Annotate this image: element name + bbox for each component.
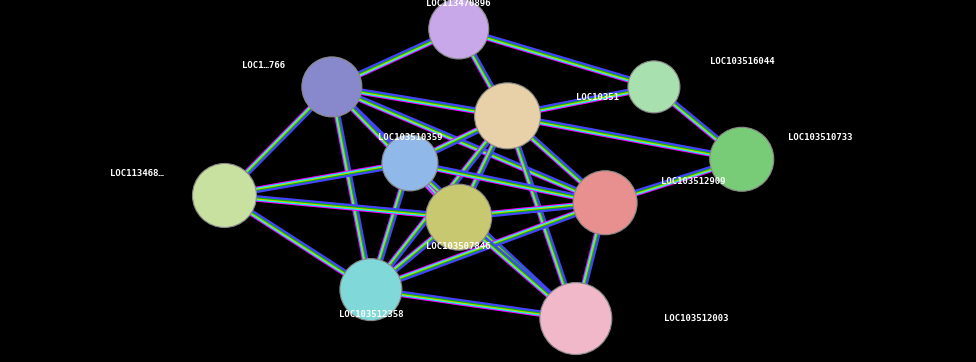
Text: LOC113468…: LOC113468… bbox=[109, 169, 164, 178]
Text: LOC103512003: LOC103512003 bbox=[664, 314, 728, 323]
Text: LOC103512358: LOC103512358 bbox=[339, 311, 403, 319]
Ellipse shape bbox=[382, 135, 438, 191]
Ellipse shape bbox=[426, 184, 492, 250]
Text: LOC103507846: LOC103507846 bbox=[427, 242, 491, 251]
Text: LOC113470896: LOC113470896 bbox=[427, 0, 491, 8]
Ellipse shape bbox=[573, 171, 637, 235]
Ellipse shape bbox=[540, 283, 612, 354]
Text: LOC103510359: LOC103510359 bbox=[378, 133, 442, 142]
Text: LOC1…766: LOC1…766 bbox=[242, 61, 285, 70]
Text: LOC10351: LOC10351 bbox=[576, 93, 619, 102]
Text: LOC103512909: LOC103512909 bbox=[661, 177, 725, 185]
Ellipse shape bbox=[474, 83, 541, 149]
Ellipse shape bbox=[628, 61, 680, 113]
Ellipse shape bbox=[340, 258, 402, 321]
Ellipse shape bbox=[710, 127, 774, 191]
Ellipse shape bbox=[428, 0, 489, 59]
Text: LOC103510733: LOC103510733 bbox=[788, 133, 852, 142]
Text: LOC103516044: LOC103516044 bbox=[710, 57, 774, 66]
Ellipse shape bbox=[302, 57, 362, 117]
Ellipse shape bbox=[192, 164, 257, 227]
